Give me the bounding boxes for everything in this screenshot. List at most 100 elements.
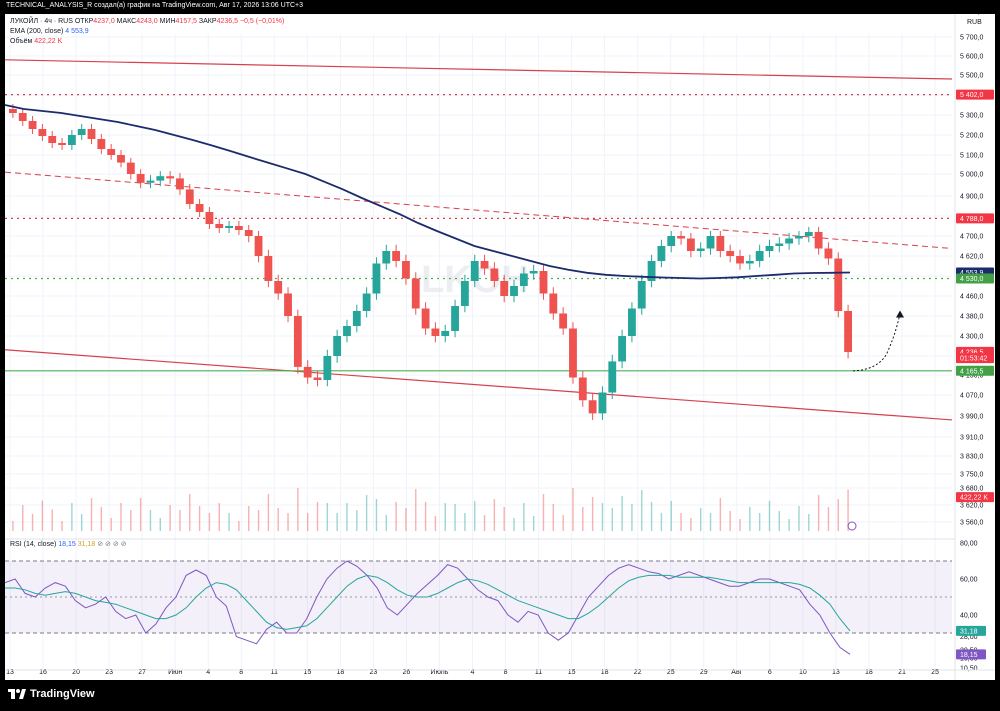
candle-body <box>254 236 263 256</box>
x-tick-label: 23 <box>105 669 113 676</box>
x-tick-label: 4 <box>206 669 210 676</box>
volume-bar <box>385 515 387 531</box>
candle-body <box>598 392 607 414</box>
tradingview-footer[interactable]: TradingView <box>8 688 95 700</box>
candle-body <box>195 204 204 212</box>
chart-caption: TECHNICAL_ANALYSIS_R создал(а) график на… <box>6 2 304 9</box>
candle-body <box>569 328 577 378</box>
candle-body <box>578 377 587 401</box>
candle-body <box>657 246 666 261</box>
chart-svg[interactable]: 13 16 20 23 27 Июн 4 8 11 15 18 23 26 Июль 4 8 11 15 18 22 2… <box>4 9 995 680</box>
volume-bar <box>189 494 191 531</box>
x-tick-label: 21 <box>898 669 906 676</box>
candle-body <box>303 366 312 378</box>
candle-body <box>215 224 224 228</box>
candle-body <box>686 238 695 251</box>
candle-body <box>284 293 292 316</box>
volume-bar <box>749 507 751 531</box>
chart-area[interactable]: 13 16 20 23 27 Июн 4 8 11 15 18 23 26 Июль 4 8 11 15 18 22 2… <box>4 9 995 680</box>
rsi-legend[interactable]: RSI (14, close) 18,15 31,18 ⊘ ⊘ ⊘ ⊘ <box>10 540 127 548</box>
candle-body <box>628 308 636 336</box>
y-tick-label: 3 620,0 <box>960 503 983 510</box>
candle-body <box>18 113 27 121</box>
x-tick-label: 8 <box>239 669 243 676</box>
candle-body <box>28 121 37 129</box>
candle-body <box>716 236 725 251</box>
y-tick-label: 3 910,0 <box>960 435 983 442</box>
rsi-tick-label: 40,00 <box>960 613 978 620</box>
rsi-ma-line <box>5 574 851 632</box>
candle-body <box>136 174 145 183</box>
volume-bar <box>650 502 653 531</box>
y-tick-label: 5 300,0 <box>960 113 983 120</box>
volume-bar <box>503 507 505 531</box>
y-tick-label: 3 990,0 <box>960 414 983 421</box>
candle-body <box>677 236 685 239</box>
price-label-text: 5 402,0 <box>960 92 983 99</box>
rsi-tick-label: 10,50 <box>960 666 978 673</box>
candle-body <box>745 261 754 264</box>
volume-bar <box>287 513 289 531</box>
volume-bar <box>758 513 761 531</box>
volume-bar <box>208 513 211 531</box>
volume-bar <box>336 513 338 531</box>
x-tick-label: 18 <box>865 669 873 676</box>
x-tick-label: 4 <box>471 669 475 676</box>
channel-lower-line <box>4 349 953 421</box>
volume-bar <box>277 508 279 531</box>
legend-volume-label: Объём <box>10 38 33 45</box>
volume-bar <box>474 501 476 531</box>
y-tick-label: 4 380,0 <box>960 314 983 321</box>
candle-body <box>234 226 243 230</box>
legend-volume-value: 422,22 K <box>34 38 63 45</box>
candle-body <box>510 286 518 296</box>
candle-body <box>490 268 499 281</box>
candle-body <box>343 326 351 336</box>
x-tick-label: Авг <box>731 669 742 676</box>
volume-bar <box>808 514 810 531</box>
legend-low: 4157,5 <box>175 18 197 25</box>
legend-high: 4243,0 <box>136 18 158 25</box>
candle-body <box>844 311 852 352</box>
candle-body <box>372 263 381 294</box>
candle-body <box>421 308 430 329</box>
volume-bar <box>729 511 731 531</box>
legend-open: 4237,0 <box>93 18 115 25</box>
candle-body <box>588 400 597 414</box>
x-tick-label: 27 <box>138 669 146 676</box>
candle-body <box>67 135 76 145</box>
rsi-eye-icon[interactable]: ⊘ ⊘ ⊘ ⊘ <box>97 541 127 548</box>
candle-body <box>244 230 253 236</box>
candle-body <box>441 331 450 336</box>
legend-ema[interactable]: EMA (200, close) 4 553,9 <box>10 27 284 37</box>
volume-bar <box>12 521 14 531</box>
candle-body <box>618 336 627 362</box>
y-tick-label: 4 460,0 <box>960 294 983 301</box>
volume-bar <box>257 510 260 531</box>
price-label-bg <box>956 365 994 376</box>
volume-bar <box>228 513 230 531</box>
volume-bar <box>80 514 83 531</box>
x-tick-label: 26 <box>403 669 411 676</box>
volume-bar <box>159 518 161 531</box>
currency-label: RUB <box>967 19 982 26</box>
volume-bar <box>601 503 604 531</box>
x-tick-label: 20 <box>72 669 80 676</box>
volume-bar <box>464 513 466 531</box>
x-tick-label: 15 <box>303 669 311 676</box>
candle-body <box>726 251 735 256</box>
volume-bar <box>179 510 181 531</box>
legend-volume[interactable]: Объём 422,22 K <box>10 37 284 47</box>
candle-body <box>549 293 558 314</box>
volume-bar <box>621 496 623 531</box>
legend-symbol[interactable]: ЛУКОЙЛ · 4ч · RUS <box>10 18 73 25</box>
candle-body <box>352 311 361 326</box>
volume-bar <box>120 503 122 531</box>
price-label-text: 422,22 K <box>960 495 988 502</box>
price-label-bg <box>956 89 994 100</box>
x-tick-label: 15 <box>568 669 576 676</box>
legend-low-label: МИН <box>159 18 176 25</box>
x-tick-label: 18 <box>336 669 344 676</box>
volume-bar <box>847 489 849 531</box>
time-axis: 13 16 20 23 27 Июн 4 8 11 15 18 23 26 Июль 4 8 11 15 18 22 2… <box>6 669 939 676</box>
